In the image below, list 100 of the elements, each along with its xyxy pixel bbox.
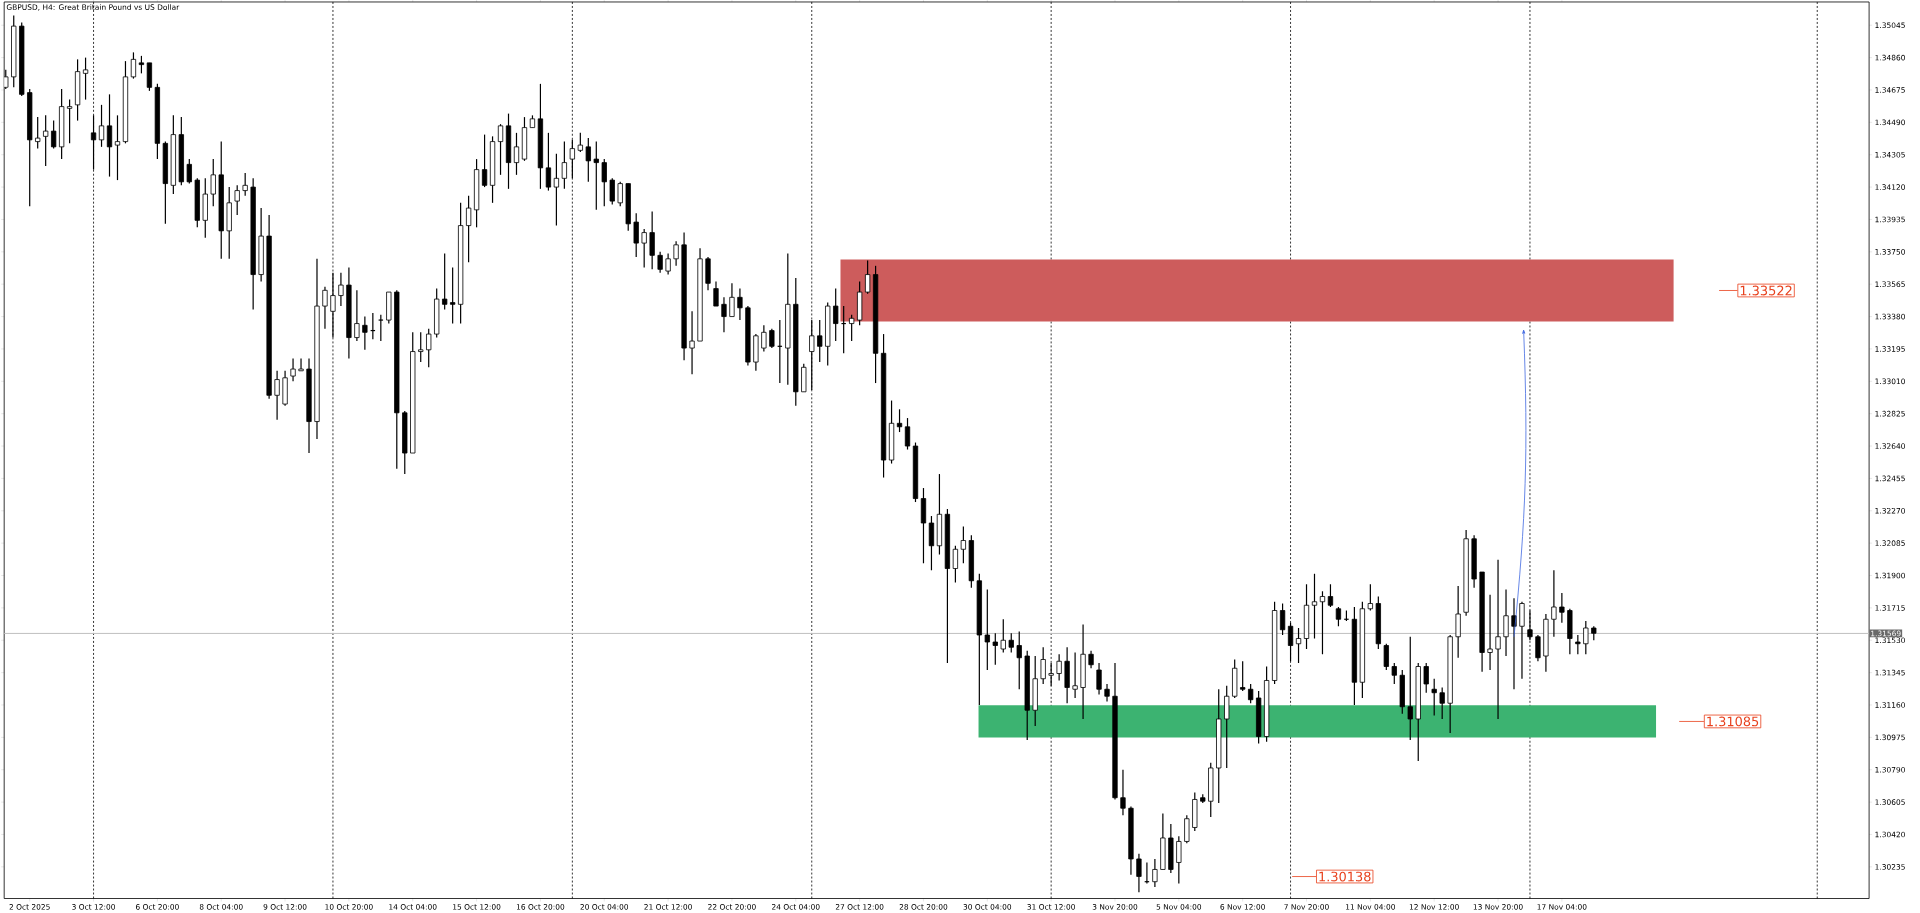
candlestick	[450, 266, 456, 324]
candlestick	[1559, 592, 1565, 624]
candlestick	[1016, 630, 1022, 690]
candlestick	[1240, 660, 1246, 692]
candlestick	[840, 305, 847, 354]
candlestick	[585, 137, 591, 183]
candlestick	[1096, 662, 1102, 695]
candlestick	[186, 158, 192, 184]
candlestick	[1176, 835, 1182, 884]
candlestick	[952, 544, 959, 583]
candlestick	[864, 259, 871, 295]
candlestick	[1391, 662, 1397, 685]
candlestick	[234, 184, 240, 216]
candlestick	[673, 240, 679, 267]
candlestick	[601, 158, 607, 207]
candlestick	[1056, 653, 1062, 681]
candlestick	[1511, 597, 1517, 690]
candlestick	[418, 331, 424, 363]
candlestick	[114, 114, 121, 181]
candlestick	[1072, 651, 1078, 699]
candlestick	[338, 271, 344, 307]
candlestick	[274, 369, 280, 421]
candlestick	[1455, 585, 1461, 659]
candlestick	[1407, 635, 1413, 741]
candlestick	[1383, 642, 1389, 671]
candlestick	[1495, 558, 1501, 720]
candlestick	[1535, 634, 1541, 662]
candlestick	[896, 408, 903, 433]
candlestick	[1295, 627, 1302, 664]
candlestick	[1551, 569, 1557, 638]
candlestick	[904, 417, 911, 450]
candlestick	[593, 140, 599, 211]
candlestick	[1439, 686, 1445, 720]
candlestick	[1000, 618, 1006, 653]
candlestick	[609, 177, 615, 205]
candlestick	[817, 319, 823, 363]
candlestick	[51, 119, 57, 149]
candlestick	[1575, 634, 1581, 655]
candlestick	[617, 181, 623, 207]
candlestick	[1311, 572, 1318, 639]
candlestick	[354, 289, 360, 342]
candlestick	[1008, 632, 1014, 653]
candlestick	[1248, 683, 1254, 704]
candlestick	[242, 172, 248, 197]
candlestick	[481, 133, 488, 188]
candlestick	[928, 515, 935, 571]
candlestick	[633, 212, 639, 258]
candlestick	[657, 250, 663, 274]
candlestick	[465, 195, 472, 263]
candlestick	[1184, 814, 1190, 844]
candlestick	[1431, 677, 1437, 716]
candlestick	[1487, 593, 1493, 671]
candlestick	[992, 632, 998, 666]
candlestick	[713, 280, 719, 307]
candlestick	[1583, 620, 1589, 655]
candlestick	[649, 210, 655, 270]
candlestick	[513, 132, 520, 176]
candlestick	[290, 357, 296, 382]
candlestick	[1279, 602, 1286, 636]
candlestick	[210, 158, 216, 207]
candlestick	[689, 310, 695, 375]
candlestick	[833, 287, 839, 342]
candlestick	[43, 114, 49, 167]
candlestick	[641, 228, 647, 268]
candlestick	[362, 315, 368, 351]
candlestick	[561, 140, 568, 190]
candlestick	[1120, 768, 1126, 816]
candlestick	[761, 324, 767, 352]
candlestick	[497, 123, 504, 176]
candlestick	[1152, 858, 1158, 888]
candlestick	[1319, 590, 1326, 655]
candlestick	[82, 56, 89, 100]
annotation: 1.30138	[1319, 871, 1371, 882]
candlestick	[1136, 852, 1142, 893]
candlestick	[721, 296, 727, 333]
candlestick	[737, 287, 743, 321]
candlestick	[1335, 606, 1342, 627]
candlestick	[545, 132, 552, 191]
candlestick	[553, 153, 560, 226]
candlestick	[960, 525, 967, 564]
candlestick	[1503, 588, 1509, 657]
candlestick	[769, 327, 775, 349]
annotation: 1.33522	[1740, 285, 1792, 296]
candlestick	[322, 285, 328, 330]
candlestick	[984, 588, 990, 671]
candlestick	[98, 104, 105, 148]
candlestick	[849, 313, 855, 342]
candlestick	[665, 252, 671, 275]
candlestick	[1224, 684, 1230, 769]
candlestick	[729, 282, 735, 317]
candlestick	[1423, 662, 1429, 694]
candlestick	[577, 132, 583, 153]
candlestick	[442, 252, 448, 310]
candlestick	[1519, 600, 1525, 680]
candlestick	[1367, 583, 1373, 611]
annotation: 1.31085	[1707, 716, 1759, 727]
candlestick	[298, 357, 304, 372]
candlestick	[378, 313, 384, 342]
candlestick	[66, 98, 73, 144]
candlestick	[35, 116, 41, 149]
